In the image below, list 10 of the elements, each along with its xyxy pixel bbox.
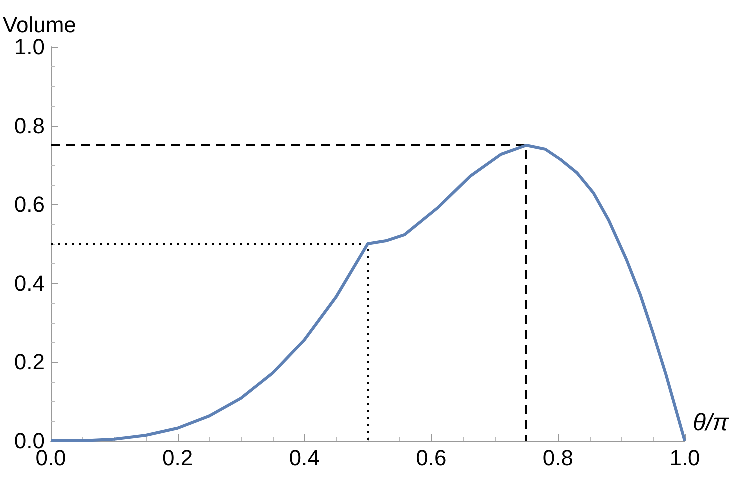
y-tick-label: 0.6 [14, 192, 45, 218]
y-tick-label: 0.2 [14, 350, 45, 375]
y-tick-label: 0.8 [14, 113, 45, 138]
y-tick-label: 0.4 [14, 270, 45, 296]
x-tick-label: 0.2 [162, 446, 194, 470]
x-tick-label: 0.8 [542, 446, 574, 470]
x-tick-label: 1.0 [670, 446, 700, 470]
x-tick-label: 0.6 [416, 446, 447, 470]
x-tick-label: 0.4 [289, 446, 320, 470]
x-axis-title: θ/π [693, 410, 730, 436]
